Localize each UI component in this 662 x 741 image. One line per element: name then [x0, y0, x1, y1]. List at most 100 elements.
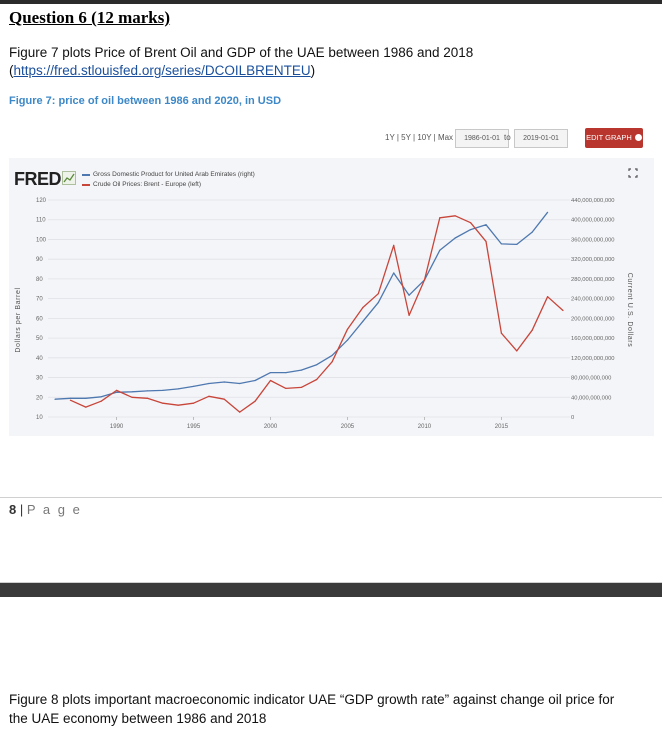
legend-item-oil: Crude Oil Prices: Brent - Europe (left) [82, 180, 255, 190]
legend-item-gdp: Gross Domestic Product for United Arab E… [82, 170, 255, 180]
data-point-oil [85, 406, 87, 408]
legend-swatch-gdp [82, 174, 90, 176]
right-tick-label: 40,000,000,000 [571, 395, 611, 401]
x-tick-label: 2010 [418, 424, 432, 430]
intro-link-line: (https://fred.stlouisfed.org/series/DCOI… [9, 62, 315, 80]
data-point-gdp [439, 249, 441, 251]
right-tick-label: 240,000,000,000 [571, 297, 615, 303]
right-tick-label: 360,000,000,000 [571, 237, 615, 243]
data-point-oil [547, 296, 549, 298]
data-point-gdp [239, 382, 241, 385]
chart-series [54, 211, 564, 413]
data-point-oil [208, 395, 210, 397]
expand-icon-glyph [628, 168, 638, 178]
data-point-gdp [285, 372, 287, 374]
left-tick-label: 110 [36, 218, 46, 224]
right-tick-label: 200,000,000,000 [571, 316, 615, 322]
fred-logo: FRED [14, 169, 62, 189]
data-point-gdp [85, 397, 87, 399]
left-tick-label: 60 [36, 316, 43, 322]
gear-icon [634, 134, 642, 141]
data-point-oil [470, 222, 472, 224]
x-tick-label: 1995 [187, 424, 201, 430]
left-axis-title: Dollars per Barrel [15, 287, 22, 352]
data-point-gdp [100, 396, 102, 398]
data-point-gdp [146, 390, 148, 392]
data-point-oil [331, 361, 333, 363]
data-point-gdp [547, 211, 549, 213]
expand-icon[interactable] [628, 168, 638, 178]
left-tick-label: 90 [36, 257, 43, 263]
left-tick-label: 30 [36, 376, 43, 382]
data-point-oil [116, 389, 118, 391]
fred-series-link[interactable]: https://fred.stlouisfed.org/series/DCOIL… [13, 63, 311, 78]
data-point-gdp [69, 397, 71, 399]
x-axis-ticks: 1990 1995 2000 2005 2010 2015 [110, 417, 509, 430]
legend-swatch-oil [82, 184, 90, 186]
series-line-gdp [54, 211, 549, 400]
left-axis-ticks: 120 110 100 90 80 70 60 50 40 30 20 10 [36, 198, 47, 421]
edit-graph-label: EDIT GRAPH [586, 133, 632, 142]
data-point-gdp [316, 364, 318, 366]
data-point-gdp [269, 372, 272, 374]
data-point-oil [393, 244, 395, 246]
link-paren-open: ( [9, 63, 14, 78]
data-point-oil [100, 400, 102, 402]
data-point-oil [162, 402, 164, 404]
x-tick-label: 1990 [110, 424, 124, 430]
right-tick-label: 120,000,000,000 [571, 356, 615, 362]
data-point-oil [439, 217, 441, 219]
end-date-input[interactable]: 2019-01-01 [514, 129, 568, 148]
chart-legend: Gross Domestic Product for United Arab E… [82, 170, 255, 190]
data-point-oil [285, 387, 287, 389]
right-tick-label: 320,000,000,000 [571, 257, 615, 263]
data-point-oil [531, 329, 533, 331]
intro-text: Figure 7 plots Price of Brent Oil and GD… [9, 45, 474, 60]
right-tick-label: 0 [571, 415, 574, 421]
right-tick-label: 160,000,000,000 [571, 336, 615, 342]
left-tick-label: 80 [36, 277, 43, 283]
series-line-oil [70, 215, 564, 413]
left-tick-label: 20 [36, 395, 43, 401]
data-point-oil [377, 293, 379, 295]
data-point-gdp [470, 229, 472, 231]
x-tick-label: 2015 [495, 424, 509, 430]
data-point-oil [239, 411, 241, 413]
fred-chart-icon [62, 171, 76, 185]
data-point-oil [516, 350, 518, 352]
left-tick-label: 100 [36, 237, 47, 243]
data-point-oil [177, 404, 179, 406]
data-point-gdp [300, 369, 302, 371]
data-point-gdp [54, 398, 56, 400]
data-point-oil [269, 379, 272, 382]
data-point-gdp [162, 389, 164, 391]
left-tick-label: 40 [36, 356, 43, 362]
data-point-gdp [331, 354, 333, 356]
page-divider [0, 497, 662, 498]
data-point-gdp [223, 381, 225, 383]
data-point-oil [408, 314, 410, 316]
data-point-oil [485, 240, 487, 242]
data-point-oil [346, 328, 349, 330]
edit-graph-button[interactable]: EDIT GRAPH [585, 128, 643, 148]
data-point-oil [146, 397, 148, 399]
data-point-gdp [177, 388, 179, 390]
page-label: P a g e [26, 502, 82, 517]
range-links[interactable]: 1Y | 5Y | 10Y | Max [385, 133, 454, 142]
data-point-gdp [485, 224, 487, 226]
x-tick-label: 2005 [341, 424, 355, 430]
data-point-gdp [254, 379, 256, 382]
top-rule [0, 0, 662, 4]
data-point-gdp [116, 391, 118, 393]
start-date-input[interactable]: 1986-01-01 [455, 129, 509, 148]
data-point-oil [423, 279, 426, 281]
x-tick-label: 2000 [264, 424, 278, 430]
legend-label-oil: Crude Oil Prices: Brent - Europe (left) [93, 181, 202, 188]
data-point-gdp [346, 339, 349, 341]
page-number: 8 | P a g e [9, 502, 82, 517]
right-tick-label: 400,000,000,000 [571, 218, 615, 224]
data-point-oil [223, 398, 225, 400]
left-tick-label: 50 [36, 336, 43, 342]
legend-label-gdp: Gross Domestic Product for United Arab E… [93, 171, 255, 178]
